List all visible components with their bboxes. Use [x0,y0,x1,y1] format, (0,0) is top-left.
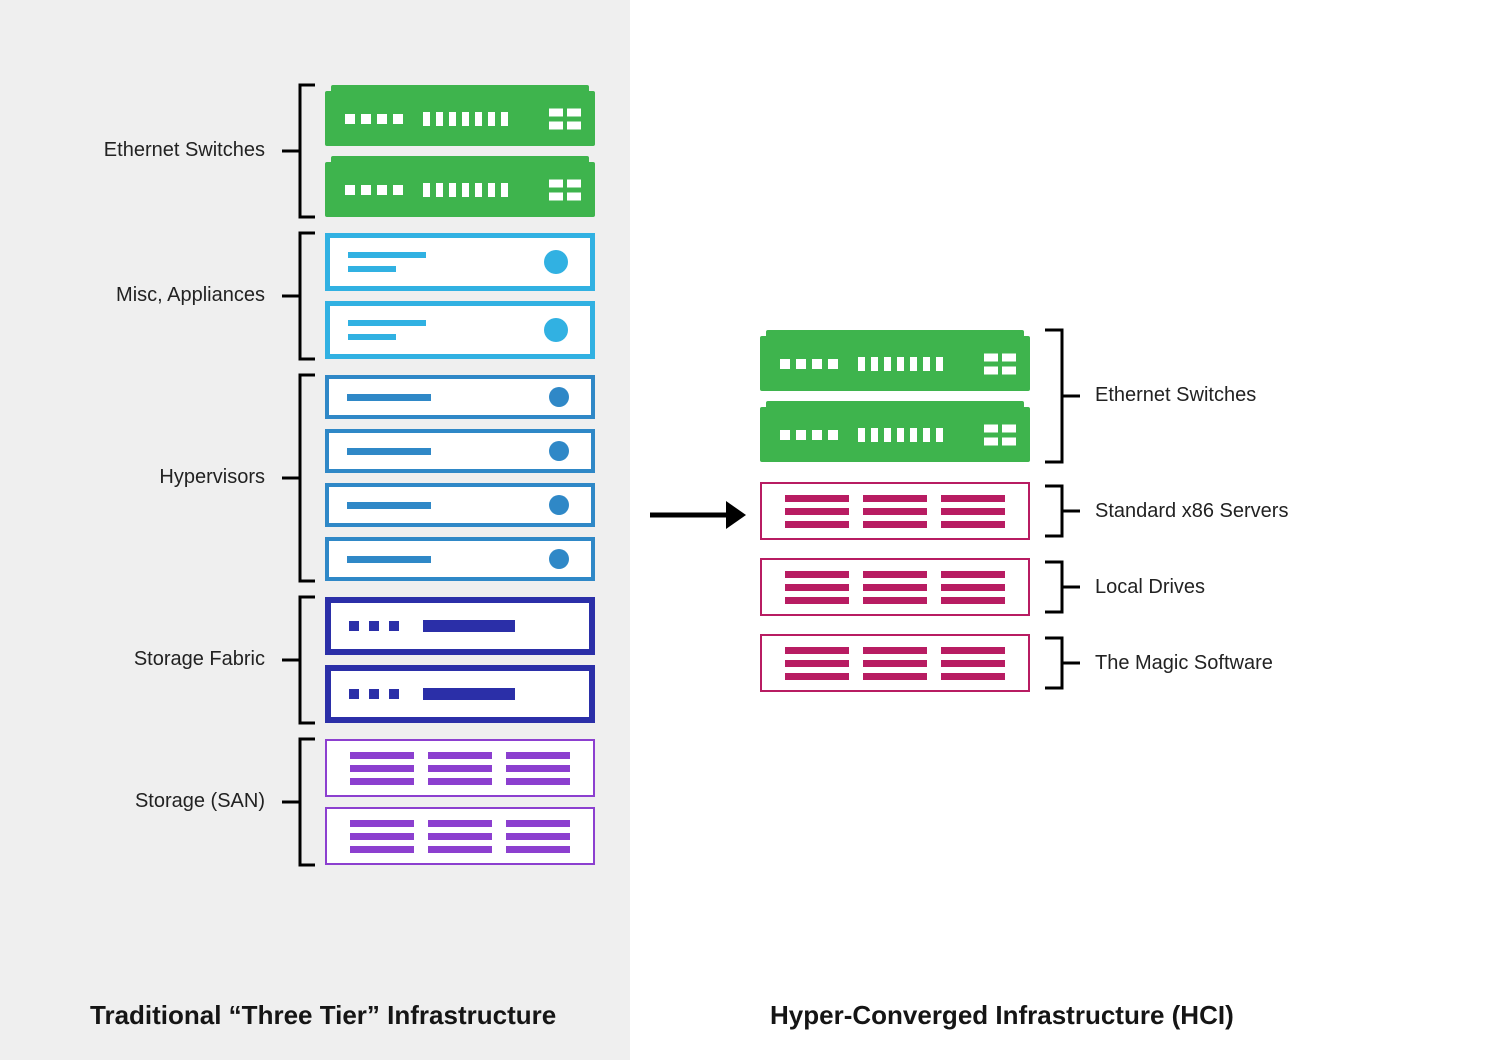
group-label: Hypervisors [159,466,265,489]
switch-unit [325,91,595,146]
right-caption: Hyper-Converged Infrastructure (HCI) [770,1000,1234,1031]
appliance-unit [325,301,595,359]
group-label: Ethernet Switches [1095,384,1256,407]
group-label: Misc, Appliances [116,284,265,307]
storage-unit [325,739,595,797]
group-label: Storage (SAN) [135,790,265,813]
storage-unit [760,482,1030,540]
group-label: Ethernet Switches [104,139,265,162]
fabric-unit [325,665,595,723]
switch-unit [325,162,595,217]
server-label: The Magic Software [1095,652,1273,675]
hypervisor-unit [325,375,595,419]
storage-unit [760,558,1030,616]
fabric-unit [325,597,595,655]
switch-unit [760,407,1030,462]
group-label: Storage Fabric [134,648,265,671]
hypervisor-unit [325,429,595,473]
server-label: Standard x86 Servers [1095,500,1288,523]
storage-unit [325,807,595,865]
server-label: Local Drives [1095,576,1205,599]
arrow-icon [650,495,750,535]
storage-unit [760,634,1030,692]
hypervisor-unit [325,537,595,581]
appliance-unit [325,233,595,291]
left-caption: Traditional “Three Tier” Infrastructure [90,1000,556,1031]
hypervisor-unit [325,483,595,527]
switch-unit [760,336,1030,391]
